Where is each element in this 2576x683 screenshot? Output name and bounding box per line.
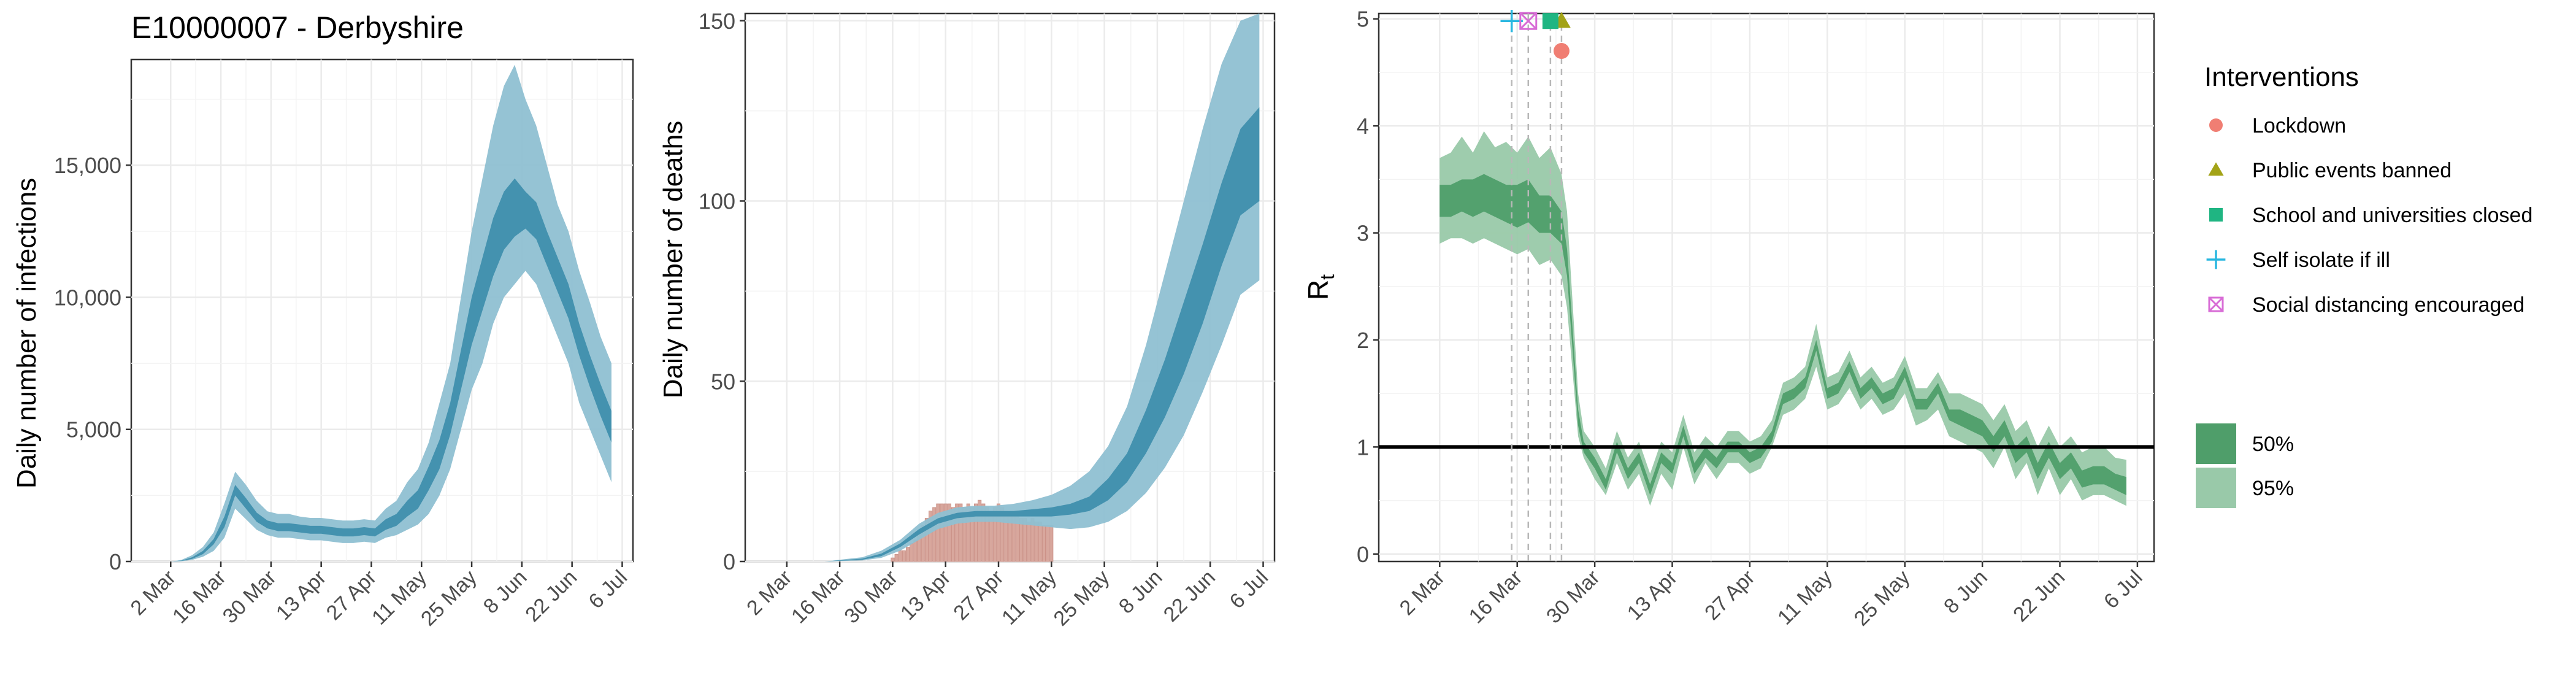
rt-y-axis-title-main: R [1302, 280, 1334, 300]
observed-deaths-bar [929, 511, 933, 562]
observed-deaths-bar [902, 550, 906, 562]
observed-deaths-bar [959, 503, 963, 562]
observed-deaths-bar [940, 503, 944, 562]
observed-deaths-bar [1027, 521, 1031, 562]
legend-marker [2208, 162, 2224, 176]
observed-deaths-bar [924, 518, 929, 562]
legend-label: School and universities closed [2252, 204, 2532, 227]
intervention-marker [1542, 13, 1558, 29]
deaths-y-tick-label: 0 [723, 549, 735, 574]
deaths-y-axis-title: Daily number of deaths [658, 121, 688, 398]
intervention-lines [1511, 14, 1563, 561]
legend-marker-stroke [2208, 296, 2224, 312]
intervention-marker [1553, 43, 1570, 60]
observed-deaths-bar [947, 503, 951, 562]
observed-deaths-bar [1038, 521, 1042, 562]
rt-y-tick-label: 5 [1357, 7, 1369, 32]
deaths-y-tick-label: 50 [711, 369, 735, 394]
observed-deaths-bar [894, 554, 899, 562]
rt-plot-area [1378, 12, 2155, 563]
infections-y-axis-title: Daily number of infections [12, 178, 42, 488]
intervention-marker-stroke [1519, 12, 1538, 30]
infections-title: E10000007 - Derbyshire [131, 10, 464, 45]
deaths-y-ticks: 0 50 100 150 [699, 9, 745, 574]
observed-deaths-bar [891, 557, 895, 562]
observed-deaths-bar [1049, 525, 1054, 562]
deaths-y-tick-label: 150 [699, 9, 735, 34]
rt-y-tick-label: 1 [1357, 434, 1369, 460]
observed-deaths-bar [966, 503, 970, 562]
legend-marker [2206, 250, 2226, 269]
intervention-marker [1500, 10, 1523, 33]
observed-deaths-bar [1041, 525, 1046, 562]
legend-band-label: 50% [2252, 433, 2294, 456]
intervention-marker-stroke [1519, 12, 1537, 30]
infections-y-tick-label: 5,000 [66, 417, 121, 442]
observed-deaths-bar [910, 543, 914, 562]
rt-y-ticks: 0 1 2 3 4 5 [1357, 7, 1379, 567]
observed-deaths-bar [974, 503, 978, 562]
legend-band-swatch [2196, 423, 2236, 464]
observed-deaths-bar [1046, 525, 1050, 562]
observed-deaths-bar [955, 503, 959, 562]
rt-y-axis-title: Rt [1302, 274, 1338, 300]
infections-y-tick-label: 10,000 [54, 285, 121, 310]
rt-band-50 [1439, 174, 2126, 495]
deaths-grid [745, 14, 1275, 563]
legend-marker [2209, 208, 2223, 222]
legend-marker-stroke [2208, 296, 2224, 312]
legend-band-label: 95% [2252, 477, 2294, 500]
legend-label: Social distancing encouraged [2252, 293, 2524, 317]
legend-title: Interventions [2204, 62, 2359, 92]
observed-deaths-bar [936, 503, 940, 562]
observed-deaths-bar [951, 507, 956, 562]
infections-y-tick-label: 15,000 [54, 153, 121, 178]
observed-deaths-bar [1034, 521, 1038, 562]
deaths-band-50 [786, 107, 1260, 561]
observed-deaths-bar [913, 539, 918, 562]
observed-deaths-bar [981, 503, 986, 562]
observed-deaths-bar [906, 547, 910, 562]
legend-marker [2208, 296, 2224, 312]
legend-label: Lockdown [2252, 114, 2346, 137]
legend-bands: 50% 95% [2196, 423, 2294, 508]
legend-marker [2209, 118, 2223, 132]
legend-label: Public events banned [2252, 159, 2451, 182]
rt-y-tick-label: 0 [1357, 542, 1369, 567]
deaths-y-tick-label: 100 [699, 189, 735, 214]
rt-y-tick-label: 3 [1357, 221, 1369, 246]
rt-y-tick-label: 4 [1357, 114, 1369, 139]
legend-label: Self isolate if ill [2252, 249, 2390, 272]
legend: Interventions Lockdown Public events bann… [2196, 62, 2532, 508]
infections-bands [171, 64, 611, 562]
intervention-markers [1500, 10, 1571, 60]
intervention-marker [1519, 12, 1538, 30]
deaths-bands [786, 14, 1260, 561]
observed-deaths-bar [932, 507, 937, 562]
infections-band-95 [171, 64, 611, 561]
rt-bands [1439, 131, 2126, 506]
observed-deaths-bar [1019, 518, 1024, 562]
observed-deaths-bar [978, 500, 982, 562]
legend-band-swatch [2196, 468, 2236, 508]
observed-deaths-bars [891, 500, 1054, 562]
legend-interventions: Lockdown Public events banned School and u… [2206, 114, 2532, 317]
infections-y-tick-label: 0 [109, 549, 121, 574]
rt-y-tick-label: 2 [1357, 328, 1369, 353]
infections-y-ticks: 0 5,000 10,000 15,000 [54, 153, 131, 574]
rt-y-axis-title-subscript: t [1316, 274, 1338, 280]
observed-deaths-bar [898, 550, 902, 562]
